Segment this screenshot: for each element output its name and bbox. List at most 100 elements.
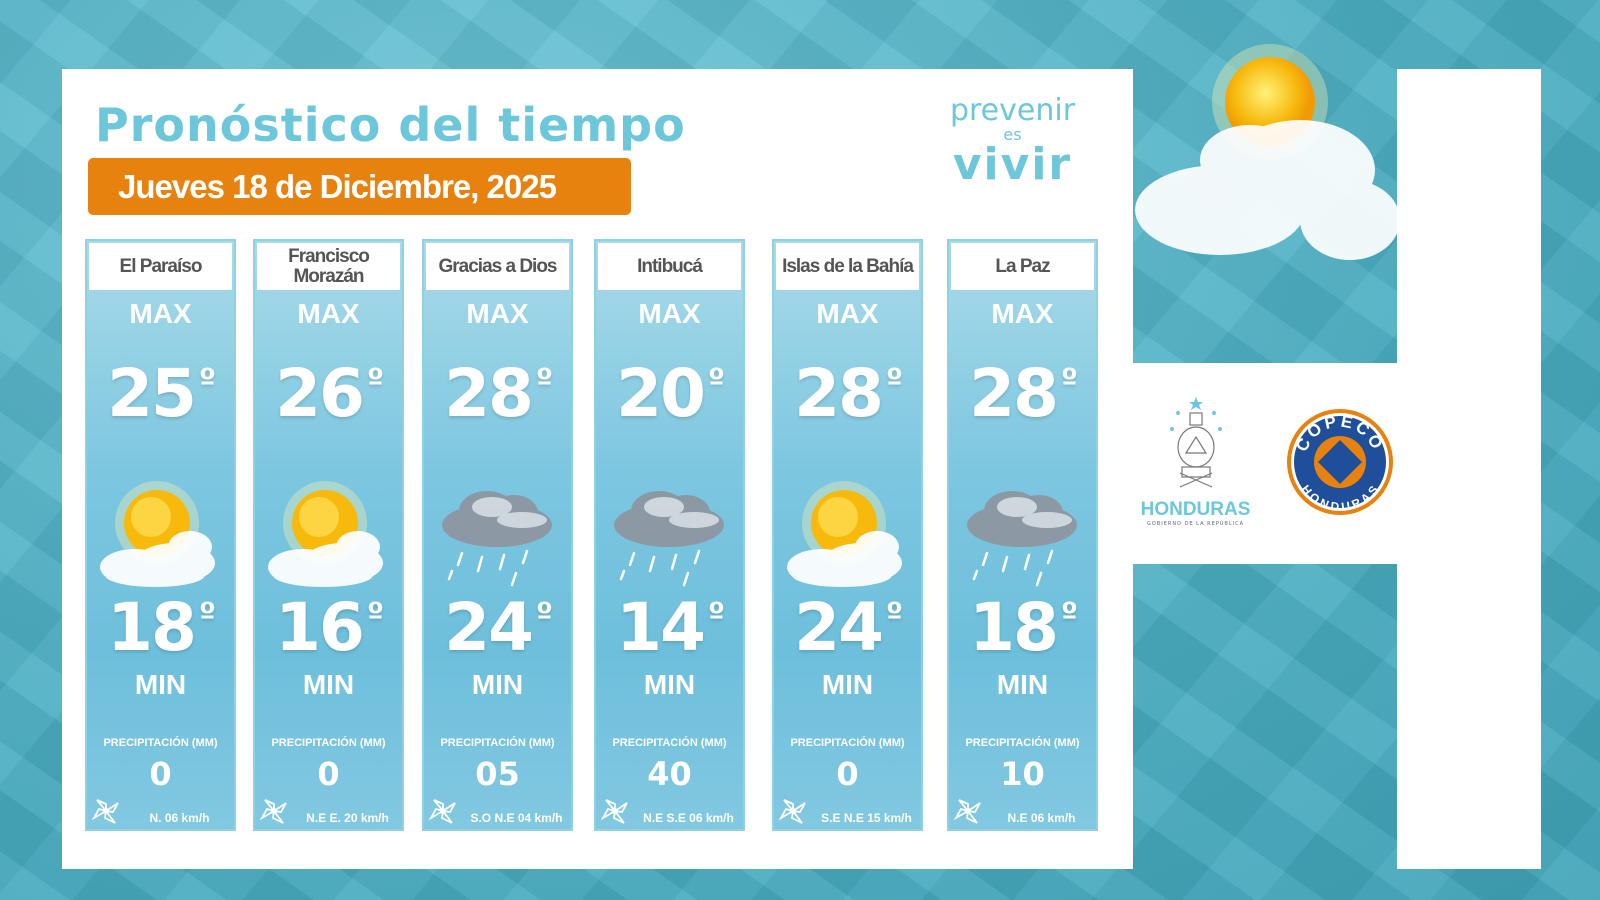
min-temp: 14 º bbox=[594, 593, 745, 663]
department-name: Intibucá bbox=[598, 243, 741, 290]
rain-cloud-icon bbox=[442, 491, 552, 587]
precip-value: 10 bbox=[1000, 755, 1045, 793]
department-name: Francisco Morazán bbox=[257, 243, 400, 290]
degree-symbol: º bbox=[366, 597, 384, 632]
wind-pinwheel-icon bbox=[953, 799, 981, 824]
wind-info: N.E 06 km/h bbox=[1007, 811, 1076, 825]
department-name: El Paraíso bbox=[89, 243, 232, 290]
precip-label: PRECIPITACIÓN (MM) bbox=[612, 737, 727, 749]
max-label: MAX bbox=[816, 298, 879, 329]
wind-pinwheel-icon bbox=[259, 799, 287, 824]
min-label: MIN bbox=[821, 669, 874, 700]
wind-info: N. 06 km/h bbox=[149, 811, 210, 825]
min-temp-value: 14 bbox=[616, 589, 706, 666]
page-title: Pronóstico del tiempo bbox=[95, 98, 686, 152]
honduras-subtitle: GOBIERNO DE LA REPÚBLICA bbox=[1146, 521, 1245, 527]
forecast-card: La Paz MAX 28 º 18 º MIN PRECIPITACIÓN (MM… bbox=[947, 239, 1098, 831]
sun-cloud-icon bbox=[787, 481, 902, 587]
precip-label: PRECIPITACIÓN (MM) bbox=[440, 737, 555, 749]
precip-value: 0 bbox=[836, 755, 859, 793]
copeco-logo: COPECO HONDURAS bbox=[1285, 407, 1395, 517]
max-temp-value: 20 bbox=[616, 355, 706, 432]
degree-symbol: º bbox=[885, 597, 903, 632]
department-name: Islas de la Bahía bbox=[776, 243, 919, 290]
max-temp: 28 º bbox=[947, 359, 1098, 429]
precip-label: PRECIPITACIÓN (MM) bbox=[271, 737, 386, 749]
right-white-bar bbox=[1397, 69, 1541, 869]
max-temp: 25 º bbox=[85, 359, 236, 429]
precip-label: PRECIPITACIÓN (MM) bbox=[103, 737, 218, 749]
slogan-logo: prevenir es vivir bbox=[935, 96, 1090, 187]
precip-value: 0 bbox=[149, 755, 172, 793]
min-label: MIN bbox=[471, 669, 524, 700]
slogan-line1: prevenir bbox=[949, 93, 1076, 128]
department-name: Gracias a Dios bbox=[426, 243, 569, 290]
min-temp: 24 º bbox=[422, 593, 573, 663]
date-banner: Jueves 18 de Diciembre, 2025 bbox=[88, 158, 631, 215]
degree-symbol: º bbox=[1060, 597, 1078, 632]
precip-value: 05 bbox=[475, 755, 520, 793]
min-temp-value: 24 bbox=[794, 589, 884, 666]
precip-label: PRECIPITACIÓN (MM) bbox=[790, 737, 905, 749]
wind-info: S.E N.E 15 km/h bbox=[821, 811, 912, 825]
max-label: MAX bbox=[466, 298, 529, 329]
min-temp-value: 18 bbox=[969, 589, 1059, 666]
min-temp: 18 º bbox=[947, 593, 1098, 663]
degree-symbol: º bbox=[707, 363, 725, 398]
max-temp: 28 º bbox=[772, 359, 923, 429]
min-temp: 24 º bbox=[772, 593, 923, 663]
precip-value: 40 bbox=[647, 755, 692, 793]
precip-value: 0 bbox=[317, 755, 340, 793]
degree-symbol: º bbox=[707, 597, 725, 632]
max-temp: 26 º bbox=[253, 359, 404, 429]
forecast-card: Intibucá MAX 20 º 14 º MIN PRECIPITACIÓN (… bbox=[594, 239, 745, 831]
wind-info: S.O N.E 04 km/h bbox=[470, 811, 563, 825]
min-temp-value: 16 bbox=[275, 589, 365, 666]
wind-info: N.E S.E 06 km/h bbox=[643, 811, 734, 825]
max-temp-value: 28 bbox=[444, 355, 534, 432]
min-label: MIN bbox=[134, 669, 187, 700]
max-label: MAX bbox=[129, 298, 192, 329]
wind-pinwheel-icon bbox=[600, 799, 628, 824]
degree-symbol: º bbox=[198, 363, 216, 398]
degree-symbol: º bbox=[198, 597, 216, 632]
degree-symbol: º bbox=[535, 363, 553, 398]
max-label: MAX bbox=[638, 298, 701, 329]
min-label: MIN bbox=[643, 669, 696, 700]
forecast-card: Islas de la Bahía MAX 28 º 24 º MIN PRECIP… bbox=[772, 239, 923, 831]
degree-symbol: º bbox=[885, 363, 903, 398]
degree-symbol: º bbox=[1060, 363, 1078, 398]
min-temp-value: 18 bbox=[107, 589, 197, 666]
max-temp-value: 25 bbox=[107, 355, 197, 432]
min-temp-value: 24 bbox=[444, 589, 534, 666]
coat-of-arms-icon bbox=[1169, 397, 1222, 488]
min-temp: 16 º bbox=[253, 593, 404, 663]
wind-info: N.E E. 20 km/h bbox=[306, 811, 389, 825]
wind-pinwheel-icon bbox=[91, 799, 119, 824]
slogan-line3: vivir bbox=[952, 139, 1073, 190]
honduras-wordmark: HONDURAS bbox=[1140, 499, 1251, 520]
max-label: MAX bbox=[991, 298, 1054, 329]
max-temp-value: 26 bbox=[275, 355, 365, 432]
max-temp: 20 º bbox=[594, 359, 745, 429]
rain-cloud-icon bbox=[614, 491, 724, 587]
min-label: MIN bbox=[996, 669, 1049, 700]
forecast-card: Francisco Morazán MAX 26 º 16 º MIN PRECIP… bbox=[253, 239, 404, 831]
precip-label: PRECIPITACIÓN (MM) bbox=[965, 737, 1080, 749]
sun-cloud-icon bbox=[100, 481, 215, 587]
slogan-line2: es bbox=[1003, 125, 1022, 144]
max-label: MAX bbox=[297, 298, 360, 329]
wind-pinwheel-icon bbox=[778, 799, 806, 824]
max-temp: 28 º bbox=[422, 359, 573, 429]
department-name: La Paz bbox=[951, 243, 1094, 290]
max-temp-value: 28 bbox=[969, 355, 1059, 432]
min-temp: 18 º bbox=[85, 593, 236, 663]
wind-pinwheel-icon bbox=[428, 799, 456, 824]
degree-symbol: º bbox=[366, 363, 384, 398]
sun-cloud-decoration-icon bbox=[1135, 44, 1400, 260]
degree-symbol: º bbox=[535, 597, 553, 632]
max-temp-value: 28 bbox=[794, 355, 884, 432]
rain-cloud-icon bbox=[967, 491, 1077, 587]
forecast-card: El Paraíso MAX 25 º 18 º MIN PRECIPITACIÓN… bbox=[85, 239, 236, 831]
sun-cloud-icon bbox=[268, 481, 383, 587]
